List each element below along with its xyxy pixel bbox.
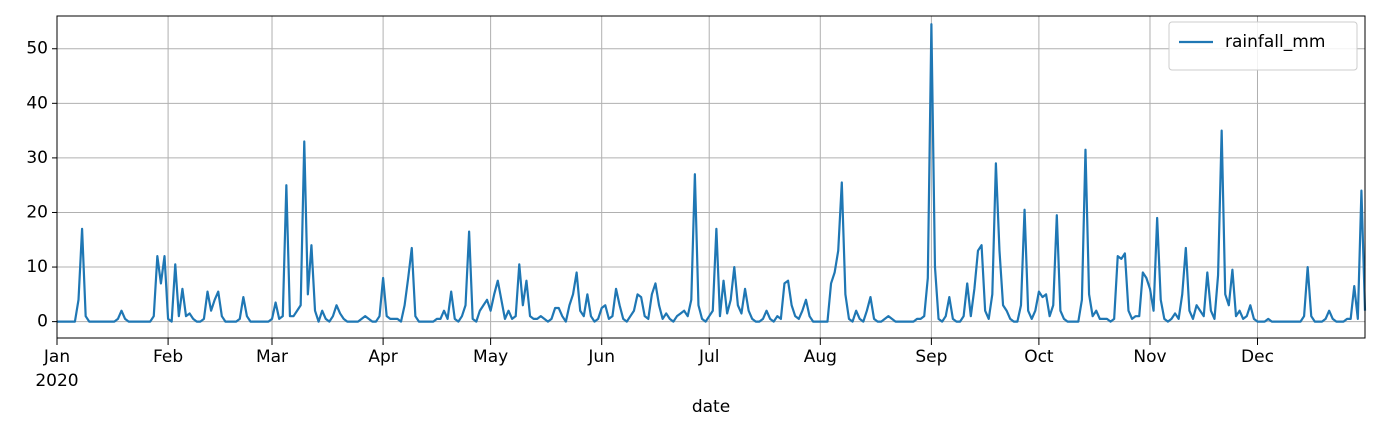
data-line [57,23,1367,323]
x-tick-label: Feb [153,347,183,367]
x-tick-label: Sep [915,347,947,367]
x-tick-label: Aug [804,347,837,367]
x-axis-label: date [692,397,730,417]
y-tick-label: 0 [37,312,48,332]
x-tick-label: Jul [698,347,720,367]
legend-label: rainfall_mm [1225,32,1325,52]
x-year-label: 2020 [35,371,78,391]
y-tick-label: 50 [26,39,48,59]
y-tick-label: 10 [26,257,48,277]
x-tick-label: Mar [256,347,288,367]
x-tick-label: Nov [1133,347,1166,367]
y-tick-label: 40 [26,93,48,113]
x-tick-label: Jun [587,347,615,367]
x-tick-label: Apr [368,347,397,367]
y-tick-label: 20 [26,202,48,222]
x-tick-label: Oct [1024,347,1054,367]
plot-frame [56,15,1366,339]
x-tick-label: Jan [43,347,70,367]
x-tick-label: May [473,347,508,367]
y-tick-label: 30 [26,148,48,168]
x-tick-label: Dec [1241,347,1274,367]
legend-box [1168,21,1358,71]
